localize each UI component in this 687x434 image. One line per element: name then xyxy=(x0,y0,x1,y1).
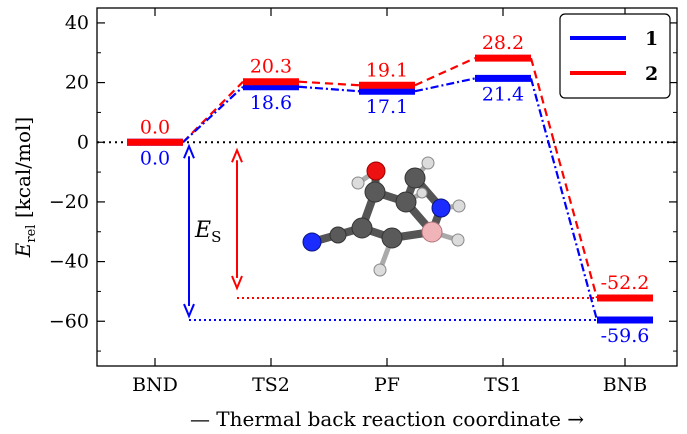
series-2-connector xyxy=(298,80,360,87)
storage-energy-subscript: S xyxy=(211,228,221,246)
svg-text:Erel [kcal/mol]: Erel [kcal/mol] xyxy=(11,117,39,258)
y-axis-title-subscript: rel xyxy=(24,225,39,243)
series-1-connector xyxy=(182,85,244,144)
x-tick-label: TS1 xyxy=(484,374,522,396)
series-2-storage-arrow-head-down xyxy=(231,275,243,291)
storage-energy-symbol: E xyxy=(194,218,211,243)
y-tick-label: 0 xyxy=(77,131,89,153)
legend-label-series-2: 2 xyxy=(645,63,658,85)
x-tick-label: TS2 xyxy=(252,374,290,396)
static-layer: Erel [kcal/mol] — Thermal back reaction … xyxy=(11,7,678,431)
y-axis-title: Erel [kcal/mol] xyxy=(11,117,39,258)
y-tick-label: −20 xyxy=(49,191,89,213)
series-1-value-label: 18.6 xyxy=(250,92,292,114)
x-axis-title: — Thermal back reaction coordinate → xyxy=(190,407,584,431)
y-axis-title-unit: [kcal/mol] xyxy=(11,117,35,218)
series-2-value-label: 20.3 xyxy=(250,56,292,78)
series-2-value-label: -52.2 xyxy=(601,272,650,294)
series-2-connector xyxy=(529,57,599,299)
series-2-connector xyxy=(414,57,476,87)
series-2-value-label: 0.0 xyxy=(140,116,170,138)
chart-marks: 40 20 0 −20 −40 −60 BND TS2 PF TS1 BNB 0.0 18.6 17.1 2… xyxy=(49,8,677,396)
x-tick-label: BNB xyxy=(603,374,648,396)
molecule-inset xyxy=(302,156,466,277)
series-2-value-label: 19.1 xyxy=(366,59,408,81)
series-2-storage-arrow-head-up xyxy=(231,147,243,163)
legend-frame xyxy=(559,13,671,99)
y-tick-label: −40 xyxy=(49,251,89,273)
series-1-storage-arrow-head-down xyxy=(183,303,195,319)
series-1-connector xyxy=(414,77,476,93)
x-tick-label: BND xyxy=(132,374,178,396)
x-tick-label: PF xyxy=(374,374,400,396)
series-1-value-label: -59.6 xyxy=(601,325,650,347)
y-axis-title-symbol: E xyxy=(11,242,35,258)
series-1-storage-arrow-head-up xyxy=(183,143,195,159)
series-2-connector xyxy=(182,80,244,144)
legend: 12 xyxy=(559,13,671,99)
y-tick-label: 20 xyxy=(65,72,89,94)
series-1-connector xyxy=(529,78,599,321)
series-1-value-label: 17.1 xyxy=(366,96,408,118)
series-2-value-label: 28.2 xyxy=(482,32,524,54)
y-tick-label: 40 xyxy=(65,12,89,34)
y-tick-label: −60 xyxy=(49,310,89,332)
storage-energy-annotation: ES xyxy=(194,218,221,246)
legend-label-series-1: 1 xyxy=(645,28,658,50)
series-1-value-label: 0.0 xyxy=(140,147,170,169)
series-1-connector xyxy=(298,85,360,93)
series-1-value-label: 21.4 xyxy=(482,83,524,105)
